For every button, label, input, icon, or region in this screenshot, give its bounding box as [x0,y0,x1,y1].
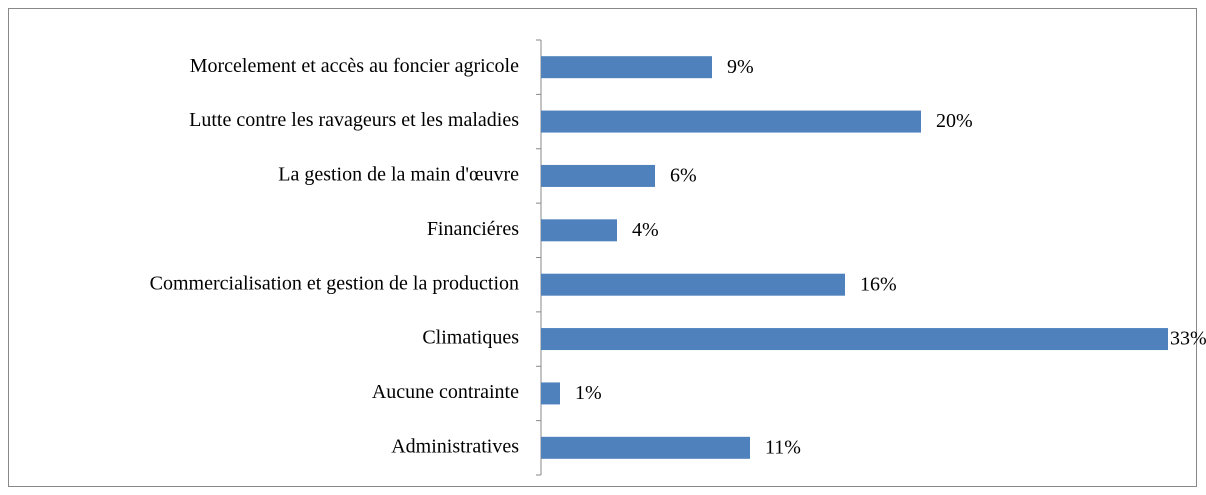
category-label: Financiéres [427,218,519,240]
data-label: 33% [1170,328,1206,350]
data-label: 9% [727,56,754,78]
category-label: Morcelement et accès au foncier agricole [190,55,519,77]
category-label: Lutte contre les ravageurs et les maladi… [189,109,519,131]
bar [541,219,617,242]
category-label: La gestion de la main d'œuvre [278,164,519,186]
bar [541,110,921,133]
bar [541,436,750,459]
data-label: 16% [860,273,897,295]
bar [541,382,560,405]
bar [541,328,1168,351]
data-label: 4% [632,219,659,241]
data-label: 6% [670,165,697,187]
bar [541,164,655,187]
data-label: 1% [575,382,602,404]
category-label: Climatiques [422,327,519,349]
category-label: Aucune contrainte [372,381,519,403]
category-label: Administratives [391,435,519,457]
category-label: Commercialisation et gestion de la produ… [150,272,519,294]
bar [541,273,845,296]
data-label: 11% [765,436,801,458]
chart-frame [8,8,1197,487]
bar [541,56,712,79]
data-label: 20% [936,110,973,132]
